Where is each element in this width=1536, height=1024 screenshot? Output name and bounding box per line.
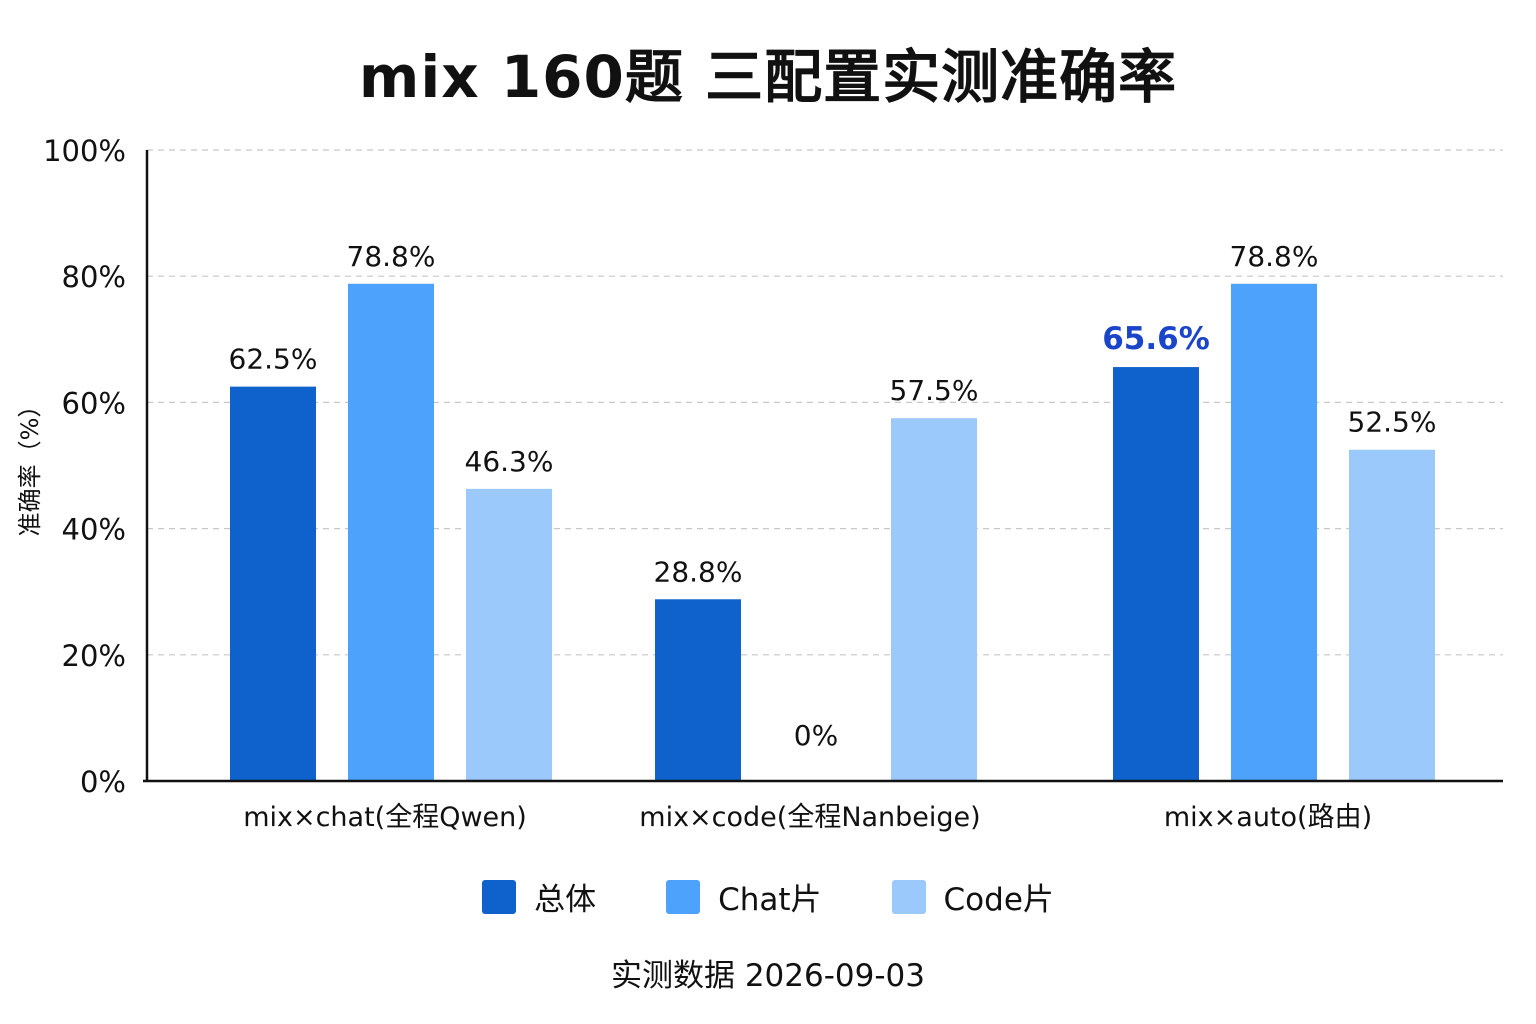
bar [466, 488, 552, 781]
y-tick-label: 60% [62, 386, 126, 420]
bar-chart: 0%20%40%60%80%100% mix×chat(全程Qwen) mix×c… [16, 134, 1503, 833]
data-label: 62.5% [229, 343, 318, 376]
bar [1231, 283, 1317, 781]
legend-label-code: Code片 [943, 882, 1054, 918]
y-tick-label: 80% [62, 260, 126, 294]
legend: 总体 Chat片 Code片 [0, 874, 1536, 919]
bar [1113, 367, 1199, 781]
y-axis-label: 准确率（%） [16, 394, 44, 537]
data-label: 57.5% [890, 374, 979, 407]
bar [230, 386, 316, 781]
bars [230, 283, 1435, 781]
y-tick-label: 0% [80, 765, 126, 799]
data-label: 52.5% [1348, 406, 1437, 439]
axes [143, 150, 1503, 783]
y-tick-labels: 0% 20% 40% 60% 80% 100% [43, 134, 126, 799]
y-tick-label: 20% [62, 639, 126, 673]
footnote: 实测数据 2026-09-03 [610, 958, 925, 994]
bar [1349, 449, 1435, 781]
x-category-label: mix×chat(全程Qwen) [243, 802, 527, 833]
legend-swatch-chat [666, 879, 701, 914]
data-label: 78.8% [1230, 240, 1319, 273]
x-category-label: mix×code(全程Nanbeige) [639, 802, 980, 833]
bar [891, 418, 977, 781]
legend-swatch-code [891, 879, 926, 914]
legend-item-chat: Chat片 [666, 874, 822, 919]
legend-item-overall: 总体 [482, 874, 596, 919]
legend-label-chat: Chat片 [718, 882, 822, 918]
chart-title: mix 160题 三配置实测准确率 [358, 43, 1178, 111]
data-label: 0% [794, 719, 838, 752]
legend-item-code: Code片 [891, 874, 1054, 919]
bar [348, 283, 434, 781]
data-labels: 62.5% 78.8% 46.3% 28.8% 0% 57.5% 65.6% 78.8% 52.… [229, 240, 1437, 752]
x-category-labels: mix×chat(全程Qwen) mix×code(全程Nanbeige) mix×… [243, 802, 1372, 833]
y-tick-label: 40% [62, 513, 126, 547]
data-label: 28.8% [654, 555, 743, 588]
y-tick-label: 100% [43, 134, 126, 168]
data-label: 46.3% [465, 445, 554, 478]
bar [655, 599, 741, 781]
legend-label-overall: 总体 [534, 882, 597, 918]
x-category-label: mix×auto(路由) [1164, 802, 1372, 833]
data-label: 78.8% [347, 240, 436, 273]
data-label: 65.6% [1102, 321, 1210, 357]
legend-swatch-overall [482, 879, 517, 914]
